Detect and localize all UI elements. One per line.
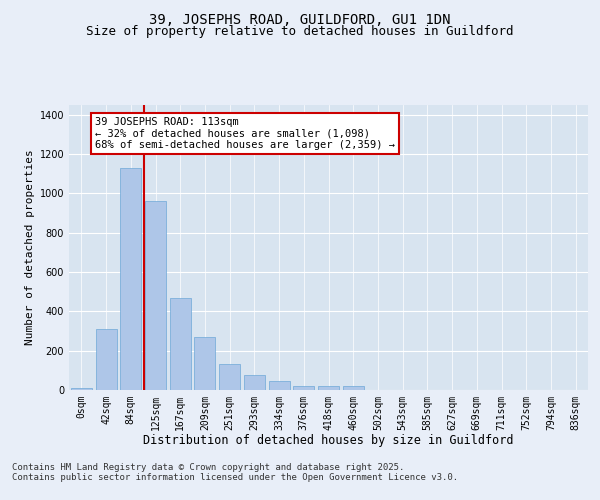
Bar (293, 386, 314, 390)
Bar (244, 376, 265, 390)
Bar (219, 364, 240, 390)
Text: Contains HM Land Registry data © Crown copyright and database right 2025.
Contai: Contains HM Land Registry data © Crown c… (12, 463, 458, 482)
Text: Size of property relative to detached houses in Guildford: Size of property relative to detached ho… (86, 25, 514, 38)
Bar (120, 168, 141, 390)
Bar (194, 337, 215, 390)
Text: 39 JOSEPHS ROAD: 113sqm
← 32% of detached houses are smaller (1,098)
68% of semi: 39 JOSEPHS ROAD: 113sqm ← 32% of detache… (95, 117, 395, 150)
Bar (269, 381, 290, 390)
X-axis label: Distribution of detached houses by size in Guildford: Distribution of detached houses by size … (143, 434, 514, 448)
Bar (145, 202, 166, 390)
Bar (71, 388, 92, 390)
Text: 39, JOSEPHS ROAD, GUILDFORD, GU1 1DN: 39, JOSEPHS ROAD, GUILDFORD, GU1 1DN (149, 12, 451, 26)
Bar (95, 329, 116, 390)
Bar (318, 386, 339, 390)
Y-axis label: Number of detached properties: Number of detached properties (25, 150, 35, 346)
Bar (343, 386, 364, 390)
Bar (170, 298, 191, 390)
